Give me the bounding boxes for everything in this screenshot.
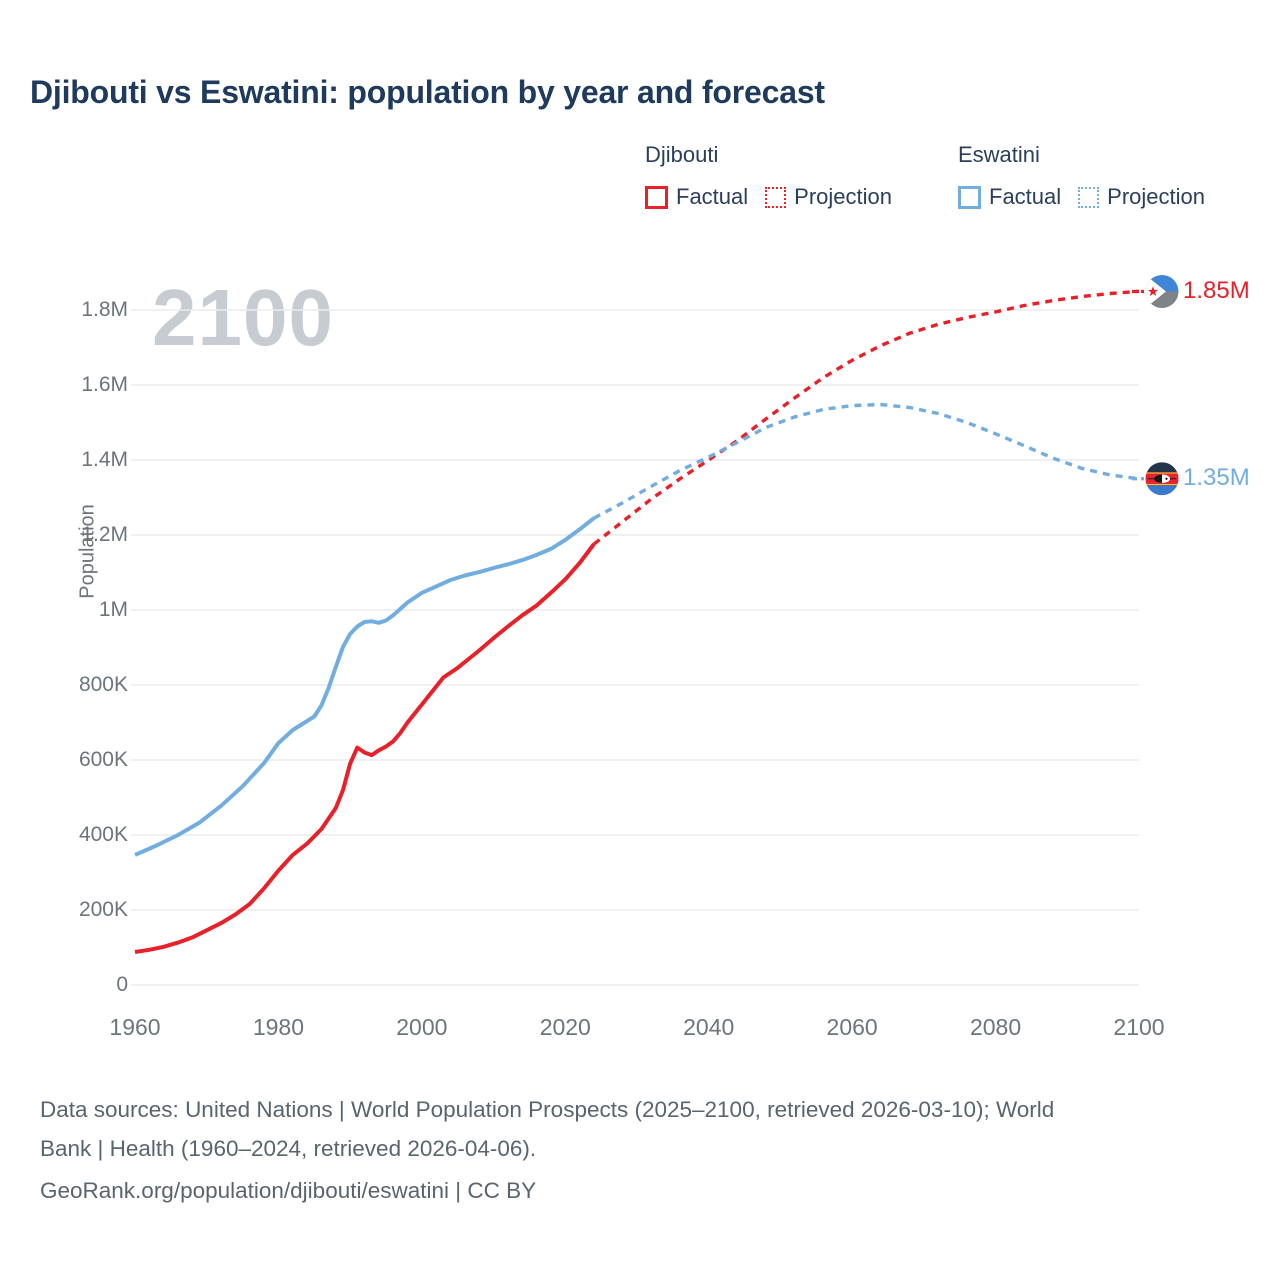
djibouti-end-value: 1.85M: [1183, 277, 1250, 304]
legend-row: Factual Projection: [645, 184, 909, 210]
source-url-line: GeoRank.org/population/djibouti/eswatini…: [40, 1178, 537, 1203]
djibouti-factual-label: Factual: [676, 184, 749, 209]
legend-country-eswatini: Eswatini: [958, 142, 1040, 167]
djibouti-projection-label: Projection: [794, 184, 892, 209]
x-tick-label: 2080: [969, 1014, 1022, 1040]
gridlines: [131, 309, 1139, 986]
djibouti-projection-line: [592, 289, 1140, 546]
y-tick-label: 800K: [78, 673, 128, 696]
watermark-year: 2100: [152, 273, 334, 362]
eswatini-projection-swatch-icon: [1078, 186, 1100, 208]
source-line: Data sources: United Nations | World Pop…: [40, 1097, 1055, 1122]
x-tick-label: 2020: [539, 1014, 591, 1040]
y-tick-label: 1.2M: [81, 523, 128, 546]
series-lines: [134, 289, 1140, 954]
y-tick-label: 0: [116, 973, 128, 996]
eswatini-end-value: 1.35M: [1183, 464, 1250, 491]
x-tick-label: 2040: [683, 1014, 735, 1040]
page-title: Djibouti vs Eswatini: population by year…: [30, 74, 825, 110]
x-tick-label: 2060: [826, 1014, 878, 1040]
legend-group-djibouti: Djibouti Factual Projection: [645, 142, 909, 210]
x-tick-label: 2100: [1113, 1014, 1165, 1040]
x-tick-label: 1980: [252, 1014, 304, 1040]
djibouti-flag-icon: [1132, 275, 1179, 308]
eswatini-flag-icon: [1132, 462, 1179, 496]
y-tick-label: 200K: [78, 898, 128, 921]
legend-country-djibouti: Djibouti: [645, 142, 719, 167]
data-sources: Data sources: United Nations | World Pop…: [40, 1090, 1054, 1210]
legend-group-eswatini: Eswatini Factual Projection: [958, 142, 1222, 210]
y-tick-label: 1.4M: [81, 448, 128, 471]
djibouti-factual-swatch-icon: [645, 185, 668, 209]
x-tick-label: 2000: [396, 1014, 448, 1040]
y-tick-label: 1M: [98, 598, 128, 621]
source-line: Bank | Health (1960–2024, retrieved 2026…: [40, 1136, 537, 1161]
x-tick-label: 1960: [109, 1014, 161, 1040]
djibouti-factual-line: [134, 542, 596, 954]
legend-row: Factual Projection: [958, 184, 1222, 210]
eswatini-factual-swatch-icon: [958, 185, 981, 209]
eswatini-factual-line: [134, 516, 596, 857]
djibouti-projection-swatch-icon: [765, 186, 787, 208]
eswatini-projection-line: [593, 402, 1140, 520]
y-tick-label: 400K: [78, 823, 128, 846]
y-tick-label: 600K: [78, 748, 128, 771]
y-tick-label: 1.6M: [81, 373, 128, 396]
y-tick-label: 1.8M: [81, 298, 128, 321]
eswatini-factual-label: Factual: [989, 184, 1062, 209]
eswatini-projection-label: Projection: [1107, 184, 1205, 209]
